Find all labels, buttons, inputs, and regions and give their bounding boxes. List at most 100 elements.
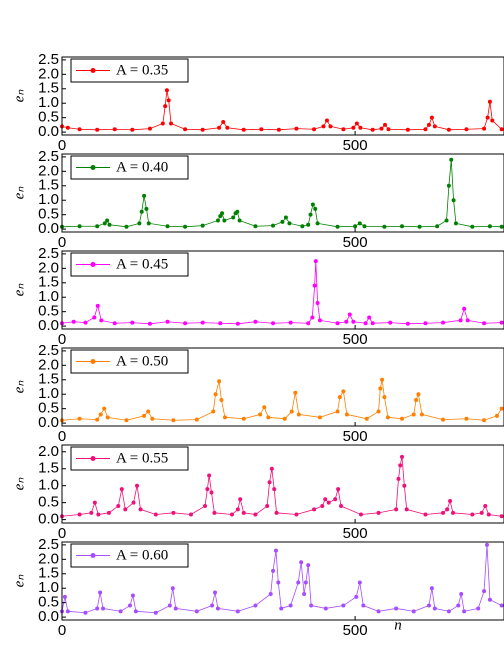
data-point: [396, 476, 401, 481]
data-point: [456, 603, 461, 608]
data-point: [271, 568, 276, 573]
data-point: [144, 206, 149, 211]
data-point: [194, 609, 199, 614]
data-point: [200, 320, 205, 325]
data-point: [238, 497, 243, 502]
data-point: [118, 609, 123, 614]
data-point: [241, 416, 246, 421]
y-tick-label: 0.0: [38, 511, 59, 528]
y-tick-label: 1.5: [38, 371, 59, 388]
y-tick-label: 2.0: [38, 550, 59, 567]
data-point: [253, 319, 258, 324]
data-point: [385, 415, 390, 420]
data-point: [131, 500, 136, 505]
data-point: [382, 224, 387, 229]
data-point: [376, 409, 381, 414]
data-point: [341, 603, 346, 608]
data-point: [383, 122, 387, 127]
y-tick-label: 2.0: [38, 162, 59, 179]
data-point: [62, 594, 67, 599]
data-point: [164, 88, 169, 93]
x-tick-label: 0: [58, 428, 66, 445]
legend-marker: [90, 262, 96, 267]
data-point: [215, 218, 220, 223]
data-point: [165, 319, 170, 324]
data-point: [303, 580, 308, 585]
legend-box: [70, 543, 189, 568]
data-point: [289, 409, 294, 414]
data-point: [262, 405, 267, 410]
data-point: [400, 454, 404, 459]
data-point: [446, 127, 451, 132]
data-point: [328, 124, 333, 129]
data-point: [306, 222, 311, 227]
y-tick-label: 1.5: [38, 460, 59, 477]
data-point: [353, 224, 358, 229]
data-point: [482, 589, 487, 594]
data-point: [361, 603, 366, 608]
data-point: [341, 389, 346, 394]
data-point: [494, 413, 499, 418]
data-point: [479, 510, 484, 515]
data-point: [370, 127, 375, 132]
data-point: [112, 321, 117, 326]
data-point: [337, 395, 342, 400]
data-point: [167, 603, 172, 608]
data-point: [107, 222, 112, 227]
data-point: [347, 312, 352, 317]
data-point: [370, 321, 375, 326]
data-point: [288, 320, 293, 325]
data-point: [451, 198, 456, 203]
data-point: [312, 283, 317, 288]
data-point: [92, 315, 97, 320]
data-point: [404, 507, 409, 512]
data-point: [215, 606, 220, 611]
data-point: [272, 487, 277, 492]
data-point: [147, 126, 152, 131]
data-point: [287, 221, 292, 226]
data-point: [95, 127, 100, 132]
data-point: [241, 510, 246, 515]
data-point: [219, 398, 224, 402]
data-point: [128, 603, 132, 608]
y-axis-label: eₙ: [11, 477, 27, 491]
y-tick-label: 1.5: [38, 177, 59, 194]
data-point: [429, 115, 434, 120]
data-point: [309, 603, 314, 608]
data-point: [414, 398, 419, 402]
data-point: [394, 606, 399, 611]
data-point: [441, 417, 446, 422]
data-point: [89, 510, 94, 515]
y-tick-label: 2.0: [38, 443, 59, 460]
data-point: [376, 510, 381, 515]
y-tick-label: 2.0: [38, 65, 59, 82]
data-point: [335, 224, 340, 229]
data-point: [310, 202, 315, 207]
data-point: [354, 121, 359, 126]
data-point: [482, 418, 487, 423]
data-point: [344, 319, 349, 324]
data-point: [321, 124, 326, 129]
data-point: [163, 104, 168, 109]
data-point: [312, 127, 317, 132]
legend-box: [70, 252, 189, 277]
x-tick-label: 0: [58, 622, 66, 639]
data-point: [153, 610, 158, 615]
data-point: [124, 224, 129, 229]
data-point: [499, 514, 504, 519]
y-tick-label: 1.5: [38, 80, 59, 97]
data-point: [171, 418, 176, 423]
data-point: [411, 412, 416, 417]
data-point: [423, 512, 428, 517]
legend-marker: [90, 553, 96, 558]
data-point: [253, 512, 258, 517]
data-point: [101, 606, 106, 611]
data-point: [218, 321, 223, 326]
data-point: [237, 218, 242, 223]
data-point: [313, 259, 318, 264]
data-point: [258, 412, 263, 417]
data-point: [351, 125, 356, 130]
legend-marker: [90, 456, 96, 461]
y-tick-label: 1.0: [38, 191, 59, 208]
series-line: [61, 456, 502, 517]
